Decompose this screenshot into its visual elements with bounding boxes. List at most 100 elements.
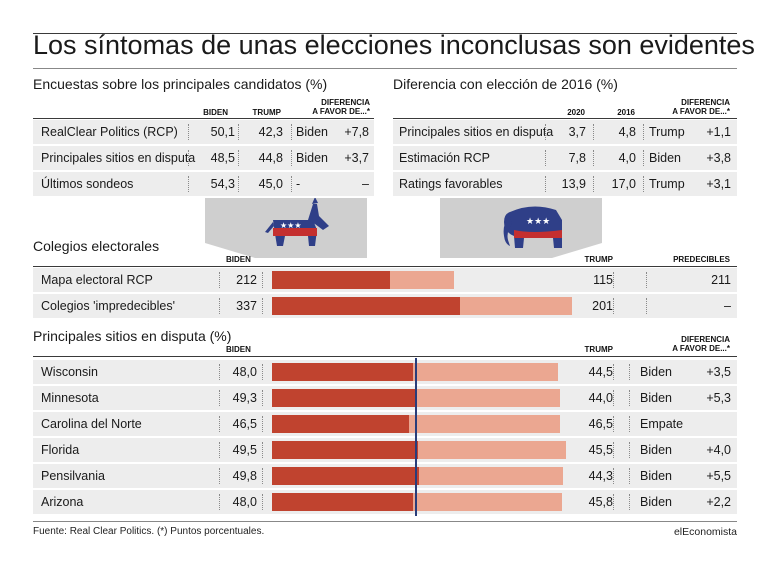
brand-logo: elEconomista	[673, 526, 737, 538]
states-biden-header: BIDEN	[226, 345, 251, 354]
electoral-section-title: Colegios electorales	[33, 238, 160, 254]
state-row-diff: +2,2	[706, 495, 731, 509]
states-diff-header-line1: DIFERENCIA	[681, 335, 730, 344]
column-separator	[188, 150, 189, 166]
polls-row-diff: +7,8	[344, 125, 369, 139]
column-separator	[219, 494, 220, 510]
column-separator	[545, 176, 546, 192]
column-separator	[291, 176, 292, 192]
states-trump-header: TRUMP	[584, 345, 613, 354]
column-separator	[238, 176, 239, 192]
vs2016-row-2020: 7,8	[568, 151, 586, 165]
column-separator	[643, 150, 644, 166]
state-row-label: Pensilvania	[41, 469, 105, 483]
column-separator	[262, 298, 263, 314]
column-separator	[629, 468, 630, 484]
column-separator	[188, 124, 189, 140]
column-separator	[613, 390, 614, 406]
column-separator	[238, 150, 239, 166]
biden-state-bar	[272, 389, 418, 407]
trump-state-bar	[408, 415, 561, 433]
polls-row: Principales sitios en disputa 48,5 44,8 Bid…	[33, 146, 374, 170]
vs2016-row-label: Principales sitios en disputa	[399, 125, 554, 139]
polls-row-label: Últimos sondeos	[41, 177, 134, 191]
vs2016-row-2016: 4,8	[618, 125, 636, 139]
states-section-title: Principales sitios en disputa (%)	[33, 328, 232, 344]
column-separator	[613, 272, 614, 288]
vs2016-row-favor: Biden	[649, 151, 681, 165]
vs2016-row-favor: Trump	[649, 125, 685, 139]
biden-state-bar	[272, 467, 419, 485]
democrat-donkey-icon: ★★★	[265, 198, 329, 246]
column-separator	[629, 390, 630, 406]
trump-state-bar	[417, 389, 561, 407]
polls-row-trump: 45,0	[258, 177, 283, 191]
polls-section-title: Encuestas sobre los principales candidat…	[33, 76, 328, 92]
column-separator	[593, 150, 594, 166]
electoral-row: Colegios 'impredecibles' 337 201 –	[33, 294, 737, 318]
elephant-banner: ★★★	[440, 198, 602, 258]
state-row-diff: +5,5	[706, 469, 731, 483]
trump-state-bar	[418, 467, 563, 485]
state-row-diff: +4,0	[706, 443, 731, 457]
state-row-label: Carolina del Norte	[41, 417, 142, 431]
state-row-favor: Biden	[640, 391, 672, 405]
state-row-trump: 45,5	[588, 443, 613, 457]
source-note: Fuente: Real Clear Politics. (*) Puntos …	[33, 526, 265, 537]
state-row-biden: 48,0	[232, 495, 257, 509]
column-separator	[238, 124, 239, 140]
state-row-favor: Biden	[640, 443, 672, 457]
polls-row: Últimos sondeos 54,3 45,0- –	[33, 172, 374, 196]
republican-elephant-icon: ★★★	[503, 206, 562, 248]
state-row-biden: 46,5	[232, 417, 257, 431]
state-row: Minnesota 49,3 44,0 Biden +5,3	[33, 386, 737, 410]
state-row-trump: 44,5	[588, 365, 613, 379]
electoral-row: Mapa electoral RCP 212 115 211	[33, 268, 737, 292]
polls-row-label: RealClear Politics (RCP)	[41, 125, 178, 139]
electoral-pred-header: PREDECIBLES	[673, 255, 730, 264]
column-separator	[613, 416, 614, 432]
page-title: Los síntomas de unas elecciones inconclu…	[33, 30, 755, 60]
state-row-favor: Biden	[640, 495, 672, 509]
column-separator	[262, 442, 263, 458]
electoral-row-biden: 212	[236, 273, 257, 287]
column-separator	[262, 390, 263, 406]
state-row-trump: 44,0	[588, 391, 613, 405]
column-separator	[219, 416, 220, 432]
state-row-label: Wisconsin	[41, 365, 98, 379]
biden-state-bar	[272, 363, 414, 381]
state-row-biden: 49,5	[232, 443, 257, 457]
vs2016-diff-header-line2: A FAVOR DE...*	[672, 107, 730, 116]
vs2016-row-diff: +3,1	[706, 177, 731, 191]
column-separator	[629, 494, 630, 510]
vs2016-2016-header: 2016	[617, 108, 635, 117]
biden-state-bar	[272, 493, 414, 511]
electoral-row-trump: 201	[592, 299, 613, 313]
state-row-diff: +3,5	[706, 365, 731, 379]
states-diff-header-line2: A FAVOR DE...*	[672, 344, 730, 353]
state-row-biden: 49,8	[232, 469, 257, 483]
column-separator	[545, 150, 546, 166]
top-rule	[33, 33, 737, 34]
column-separator	[262, 364, 263, 380]
vs2016-header-rule	[393, 118, 737, 119]
column-separator	[219, 298, 220, 314]
state-row-trump: 46,5	[588, 417, 613, 431]
column-separator	[545, 124, 546, 140]
trump-state-bar	[413, 493, 563, 511]
electoral-biden-header: BIDEN	[226, 255, 251, 264]
column-separator	[291, 124, 292, 140]
polls-row-favor: Biden	[296, 151, 328, 165]
column-separator	[643, 176, 644, 192]
state-row-favor: Empate	[640, 417, 684, 431]
footer-rule	[33, 521, 737, 522]
polls-row-trump: 44,8	[258, 151, 283, 165]
column-separator	[593, 124, 594, 140]
column-separator	[219, 272, 220, 288]
trump-state-bar	[413, 363, 559, 381]
electoral-header-rule	[33, 266, 737, 267]
column-separator	[613, 468, 614, 484]
electoral-row-predecibles: –	[724, 299, 731, 313]
column-separator	[646, 272, 647, 288]
column-separator	[262, 468, 263, 484]
